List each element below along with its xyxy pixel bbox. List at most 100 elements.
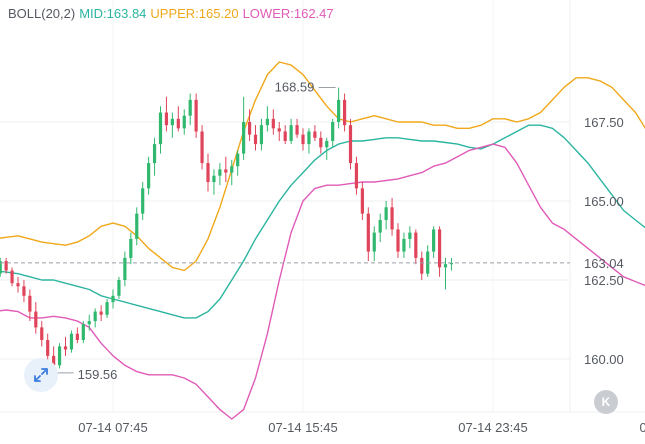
candle xyxy=(10,267,14,287)
candle xyxy=(325,137,329,160)
candle xyxy=(295,118,299,138)
candle-body xyxy=(206,163,210,183)
candle xyxy=(218,163,222,186)
candle-body xyxy=(123,257,127,280)
candle xyxy=(366,207,370,262)
boll-indicator-name: BOLL(20,2) xyxy=(8,6,76,21)
candle-body xyxy=(52,355,56,366)
candle xyxy=(0,257,2,277)
x-axis: 07-14 07:45 07-14 15:45 07-14 23:45 07-15 0… xyxy=(78,420,645,435)
candle xyxy=(449,257,454,271)
candle xyxy=(354,156,359,195)
candle xyxy=(331,118,335,148)
candle xyxy=(147,156,151,195)
candle xyxy=(99,305,103,322)
candle-body xyxy=(378,219,382,233)
candle xyxy=(40,321,44,347)
candle-body xyxy=(212,175,216,183)
candle-body xyxy=(253,134,258,145)
candle xyxy=(194,93,198,138)
candle xyxy=(360,182,364,220)
candle-body xyxy=(307,131,311,145)
candle-body xyxy=(105,302,109,315)
candle-body xyxy=(390,207,394,230)
candle xyxy=(129,232,133,265)
candle xyxy=(342,93,347,132)
candle xyxy=(313,125,317,141)
candle-body xyxy=(449,262,454,265)
candle xyxy=(81,321,85,344)
candle xyxy=(158,106,163,154)
candle xyxy=(378,213,382,243)
candle xyxy=(402,232,406,258)
watermark-logo: K xyxy=(594,390,618,414)
candle-body xyxy=(0,261,2,274)
candle xyxy=(188,93,192,126)
candle-body xyxy=(170,118,174,126)
candle-body xyxy=(129,238,133,258)
candle-body xyxy=(337,99,341,122)
candle xyxy=(63,336,68,356)
candle-body xyxy=(81,324,85,341)
current-price-label: 163.04 xyxy=(584,256,624,271)
candle xyxy=(307,128,311,154)
candle-body xyxy=(259,125,264,145)
candle xyxy=(164,96,169,132)
candle-body xyxy=(200,131,204,164)
candle xyxy=(230,159,234,186)
candle xyxy=(396,223,400,258)
grid xyxy=(0,0,645,413)
candle-body xyxy=(247,122,252,135)
candle-body xyxy=(87,321,91,325)
candle xyxy=(141,182,145,220)
y-tick-label: 167.50 xyxy=(584,115,624,130)
candle xyxy=(87,314,91,331)
candle-body xyxy=(63,346,68,350)
candle-body xyxy=(384,207,388,220)
x-tick-label: 07-14 23:45 xyxy=(458,420,527,435)
candle-body xyxy=(188,99,192,116)
x-tick-label: 07-15 07 xyxy=(640,420,645,435)
candles xyxy=(0,87,454,374)
candle xyxy=(277,122,281,141)
candle-body xyxy=(319,137,323,148)
candle-body xyxy=(218,169,222,176)
boll-upper-value: UPPER:165.20 xyxy=(150,6,239,21)
candle-body xyxy=(194,99,198,132)
candle-body xyxy=(75,333,79,341)
candle-body xyxy=(40,327,44,341)
candle xyxy=(283,125,287,145)
candle-body xyxy=(10,270,14,284)
candle xyxy=(200,125,204,170)
candle-body xyxy=(432,229,436,252)
candle-body xyxy=(22,286,26,296)
candle-body xyxy=(443,264,448,268)
candle xyxy=(432,226,436,258)
expand-chart-button[interactable] xyxy=(24,358,58,392)
candle xyxy=(135,207,139,246)
candle-body xyxy=(135,213,139,239)
candle-body xyxy=(57,346,62,366)
candle xyxy=(348,118,353,170)
candle-body xyxy=(117,280,121,296)
candle xyxy=(253,125,258,151)
candle xyxy=(34,302,38,334)
y-axis: 167.50 165.00 162.50 160.00 xyxy=(584,115,624,367)
candle-body xyxy=(295,125,299,135)
candle-body xyxy=(366,213,370,252)
boll-lower-line xyxy=(0,143,645,420)
candle-body xyxy=(414,232,418,258)
boll-upper-line xyxy=(0,61,645,272)
candle-body xyxy=(348,125,353,164)
candle-body xyxy=(372,232,376,252)
candle-body xyxy=(242,122,246,154)
candle xyxy=(182,109,186,135)
candle xyxy=(301,128,305,151)
candle-body xyxy=(28,295,32,312)
boll-mid-line xyxy=(0,124,645,319)
candle-body xyxy=(283,131,287,141)
x-tick-label: 07-14 15:45 xyxy=(268,420,337,435)
candle-body xyxy=(289,125,293,141)
candle xyxy=(242,96,246,160)
